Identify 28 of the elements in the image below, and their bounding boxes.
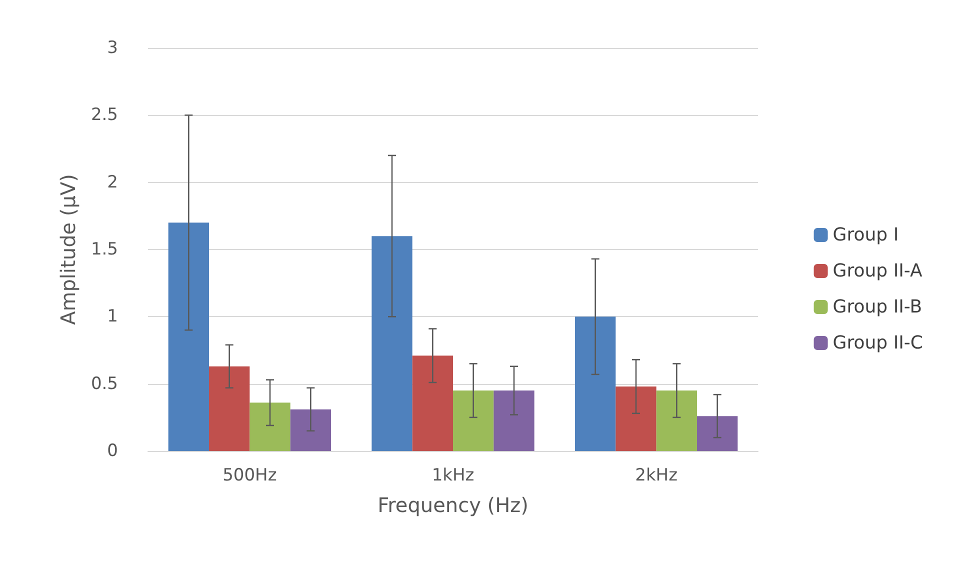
bar (656, 390, 697, 451)
y-tick-label: 1.5 (90, 240, 118, 260)
y-tick-label: 3 (107, 38, 118, 58)
bar (575, 316, 616, 451)
legend-label: Group II-C (832, 332, 923, 354)
legend-label: Group II-B (832, 296, 922, 318)
legend-label: Group I (832, 224, 899, 246)
y-tick-label: 1 (107, 306, 118, 327)
y-tick-label: 2 (107, 172, 118, 192)
bar (209, 366, 250, 451)
bar (290, 409, 331, 451)
bar (168, 222, 209, 451)
bar (412, 356, 453, 451)
x-axis-title: Frequency (Hz) (378, 493, 528, 517)
x-tick-label: 2kHz (635, 466, 678, 486)
bar (494, 390, 534, 451)
y-tick-label: 0.5 (90, 374, 118, 394)
bar (372, 236, 412, 451)
y-axis-title: Amplitude (µV) (56, 174, 80, 325)
y-tick-label: 2.5 (90, 105, 118, 126)
x-tick-label: 500Hz (222, 466, 277, 486)
bar (616, 386, 656, 451)
x-tick-label: 1kHz (432, 466, 474, 486)
y-tick-label: 0 (107, 441, 118, 461)
bar (697, 416, 738, 451)
bar (453, 390, 494, 451)
bar (250, 402, 290, 451)
legend-label: Group II-A (832, 260, 924, 282)
